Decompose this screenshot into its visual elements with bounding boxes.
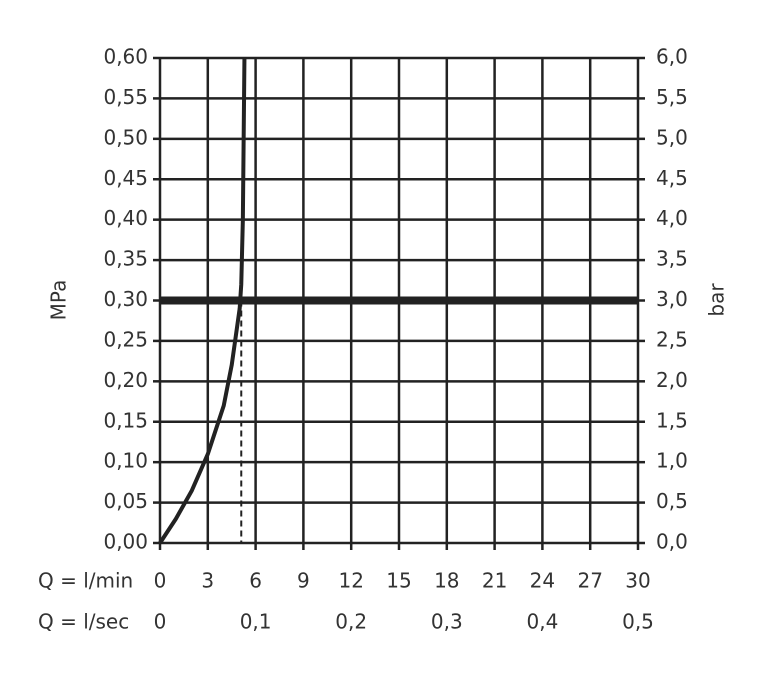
y2-tick-label: 3,5 [656, 247, 688, 271]
x-tick-label: 12 [338, 569, 363, 593]
y-tick-label: 0,25 [103, 327, 148, 351]
x-tick-label: 18 [434, 569, 459, 593]
y-tick-label: 0,30 [103, 287, 148, 311]
x-tick-label: 24 [530, 569, 555, 593]
y2-tick-label: 4,5 [656, 166, 688, 190]
y2-tick-label: 1,5 [656, 408, 688, 432]
x2-axis-label: Q = l/sec [38, 610, 129, 634]
y-tick-label: 0,35 [103, 247, 148, 271]
y-tick-label: 0,40 [103, 206, 148, 230]
x-tick-label: 21 [482, 569, 507, 593]
y-tick-label: 0,20 [103, 368, 148, 392]
y2-tick-label: 2,0 [656, 368, 688, 392]
y2-tick-label: 1,0 [656, 449, 688, 473]
y-tick-label: 0,45 [103, 166, 148, 190]
x-tick-label: 6 [249, 569, 262, 593]
x-tick-label: 15 [386, 569, 411, 593]
x-tick-label: 3 [201, 569, 214, 593]
x-axis-label: Q = l/min [38, 569, 133, 593]
y-axis-label: MPa [47, 280, 71, 321]
y2-tick-label: 0,5 [656, 489, 688, 513]
x-tick-label: 30 [625, 569, 650, 593]
y2-tick-label: 5,5 [656, 85, 688, 109]
y2-tick-label: 5,0 [656, 125, 688, 149]
y-tick-label: 0,15 [103, 408, 148, 432]
y-tick-label: 0,50 [103, 125, 148, 149]
x2-tick-label: 0,3 [431, 610, 463, 634]
y-tick-label: 0,55 [103, 85, 148, 109]
y2-tick-label: 6,0 [656, 45, 688, 69]
x-tick-label: 0 [154, 569, 167, 593]
y2-axis-label: bar [705, 283, 729, 317]
x2-tick-label: 0,5 [622, 610, 654, 634]
x-tick-label: 9 [297, 569, 310, 593]
y2-tick-label: 4,0 [656, 206, 688, 230]
y-tick-label: 0,05 [103, 489, 148, 513]
y-tick-label: 0,00 [103, 530, 148, 554]
y2-tick-label: 0,0 [656, 530, 688, 554]
x2-tick-label: 0,2 [335, 610, 367, 634]
y2-tick-label: 2,5 [656, 327, 688, 351]
y-tick-label: 0,60 [103, 45, 148, 69]
x-tick-label: 27 [577, 569, 602, 593]
x2-tick-label: 0 [154, 610, 167, 634]
x2-tick-label: 0,4 [526, 610, 558, 634]
y-tick-label: 0,10 [103, 449, 148, 473]
data-line [158, 57, 247, 545]
y2-tick-label: 3,0 [656, 287, 688, 311]
x2-tick-label: 0,1 [240, 610, 272, 634]
